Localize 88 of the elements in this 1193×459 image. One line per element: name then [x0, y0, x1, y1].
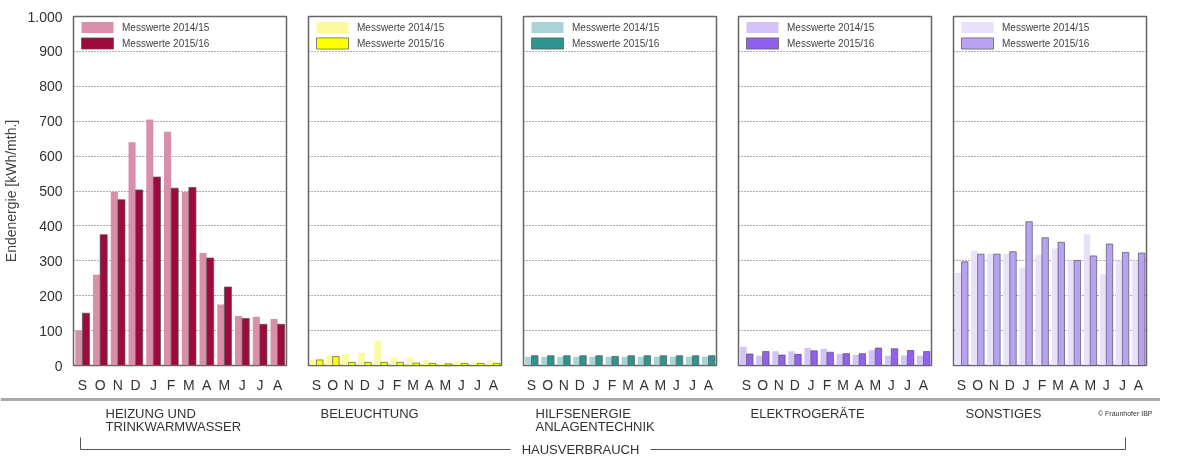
legend-label: Messwerte 2014/15 — [1002, 21, 1090, 33]
x-axis-title: ELEKTROGERÄTE — [750, 406, 865, 421]
x-tick-label: J — [256, 376, 264, 393]
x-tick-label: N — [112, 376, 123, 393]
x-tick-label: D — [1004, 376, 1015, 393]
x-tick-label: M — [622, 376, 634, 393]
legend-label: Messwerte 2015/16 — [357, 37, 445, 49]
x-tick-label: O — [972, 376, 984, 393]
x-tick-label: J — [807, 376, 815, 393]
x-tick-label: M — [439, 376, 452, 393]
x-tick-label: S — [741, 376, 752, 393]
x-tick-label: N — [343, 376, 354, 393]
x-tick-label: D — [789, 376, 800, 393]
x-tick-label: S — [77, 376, 88, 393]
y-tick-label: 500 — [39, 183, 63, 199]
legend-label: Messwerte 2015/16 — [572, 37, 660, 49]
x-tick-label: J — [903, 376, 911, 393]
x-tick-label: J — [377, 376, 385, 393]
x-tick-label: N — [988, 376, 999, 393]
x-tick-label: M — [869, 376, 882, 393]
x-tick-label: A — [639, 376, 650, 393]
y-tick-label: 100 — [39, 322, 63, 339]
x-tick-label: A — [854, 376, 865, 393]
x-axis-title: SONSTIGES — [965, 406, 1042, 421]
x-tick-label: S — [956, 376, 967, 393]
x-axis-title: BELEUCHTUNG — [320, 406, 419, 421]
y-tick-label: 700 — [39, 113, 63, 130]
x-tick-label: A — [1069, 376, 1080, 393]
x-tick-label: S — [311, 376, 322, 393]
legend-label: Messwerte 2014/15 — [787, 21, 875, 33]
x-tick-label: O — [327, 376, 339, 393]
x-tick-label: M — [654, 376, 667, 393]
x-tick-label: M — [837, 376, 849, 393]
x-tick-label: O — [757, 376, 769, 393]
legend-label: Messwerte 2015/16 — [122, 37, 210, 49]
x-tick-label: J — [688, 376, 696, 393]
x-tick-label: N — [558, 376, 569, 393]
x-tick-label: A — [703, 376, 714, 393]
legend-label: Messwerte 2014/15 — [572, 21, 660, 33]
x-tick-label: D — [574, 376, 585, 393]
y-tick-label: 900 — [39, 43, 63, 60]
x-tick-label: A — [201, 376, 212, 393]
y-tick-label: 200 — [39, 287, 63, 304]
x-tick-label: F — [607, 376, 617, 393]
legend-label: Messwerte 2014/15 — [357, 21, 445, 33]
x-tick-label: J — [592, 376, 600, 393]
x-tick-label: J — [149, 376, 157, 393]
y-tick-label: 300 — [39, 252, 63, 269]
x-tick-label: D — [359, 376, 370, 393]
x-tick-label: J — [238, 376, 246, 393]
x-tick-label: A — [918, 376, 929, 393]
x-tick-label: J — [457, 376, 465, 393]
x-tick-label: M — [1052, 376, 1064, 393]
x-axis-title: HILFSENERGIE ANLAGENTECHNIK — [535, 406, 656, 434]
x-tick-label: M — [407, 376, 419, 393]
x-tick-label: J — [1118, 376, 1126, 393]
y-tick-label: 800 — [39, 78, 63, 95]
x-tick-label: F — [392, 376, 402, 393]
x-tick-label: J — [672, 376, 680, 393]
x-tick-label: M — [218, 376, 231, 393]
x-axis-title: HEIZUNG UND TRINKWARMWASSER — [105, 406, 242, 434]
x-tick-label: J — [1102, 376, 1110, 393]
y-axis-title: Endenergie [kWh/mth.] — [3, 119, 20, 263]
y-tick-label: 0 — [54, 357, 63, 374]
x-tick-label: F — [166, 376, 176, 393]
x-tick-label: M — [183, 376, 195, 393]
x-tick-label: O — [94, 376, 106, 393]
legend-label: Messwerte 2014/15 — [122, 21, 210, 33]
x-tick-label: S — [526, 376, 537, 393]
x-tick-label: J — [473, 376, 481, 393]
legend-label: Messwerte 2015/16 — [1002, 37, 1090, 49]
y-tick-label: 600 — [39, 148, 63, 165]
x-tick-label: M — [1084, 376, 1097, 393]
x-tick-label: F — [822, 376, 832, 393]
x-tick-label: A — [424, 376, 435, 393]
x-tick-label: A — [272, 376, 283, 393]
legend-label: Messwerte 2015/16 — [787, 37, 875, 49]
x-tick-label: J — [887, 376, 895, 393]
text: HAUSVERBRAUCH — [521, 442, 640, 457]
x-tick-label: A — [1133, 376, 1144, 393]
y-tick-label: 400 — [39, 217, 63, 234]
x-tick-label: N — [773, 376, 784, 393]
x-tick-label: J — [1022, 376, 1030, 393]
x-tick-label: O — [542, 376, 554, 393]
y-tick-label: 1.000 — [27, 8, 63, 25]
x-tick-label: A — [488, 376, 499, 393]
x-tick-label: D — [130, 376, 141, 393]
x-tick-label: F — [1037, 376, 1047, 393]
